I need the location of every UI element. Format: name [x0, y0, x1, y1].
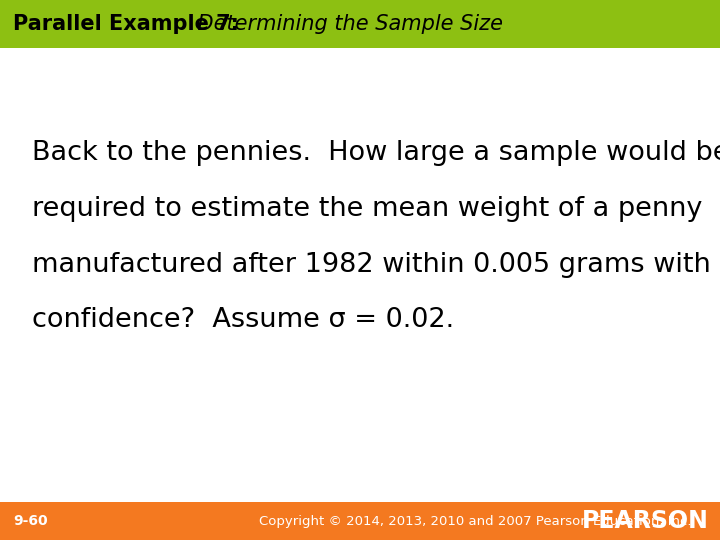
Text: PEARSON: PEARSON: [582, 509, 709, 533]
Text: manufactured after 1982 within 0.005 grams with 99%: manufactured after 1982 within 0.005 gra…: [32, 252, 720, 278]
Text: Determining the Sample Size: Determining the Sample Size: [171, 14, 503, 34]
Text: Parallel Example 7:: Parallel Example 7:: [13, 14, 239, 34]
Text: confidence?  Assume σ = 0.02.: confidence? Assume σ = 0.02.: [32, 307, 454, 333]
Bar: [0, 0, 720, 48]
Text: Back to the pennies.  How large a sample would be: Back to the pennies. How large a sample …: [32, 140, 720, 166]
Text: required to estimate the mean weight of a penny: required to estimate the mean weight of …: [32, 196, 703, 222]
Text: Copyright © 2014, 2013, 2010 and 2007 Pearson Education, Inc.: Copyright © 2014, 2013, 2010 and 2007 Pe…: [259, 515, 692, 528]
Bar: [0, 502, 720, 540]
Text: 9-60: 9-60: [13, 514, 48, 528]
